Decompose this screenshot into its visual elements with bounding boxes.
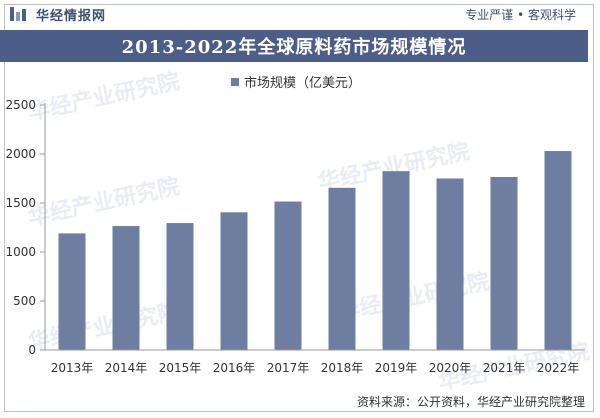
x-tick-label: 2022年 [537, 361, 580, 375]
brand: 华经情报网 [10, 5, 106, 24]
bar-chart-logo-icon [10, 7, 28, 21]
y-tick-label: 2500 [5, 98, 36, 112]
watermark-text: 华经产业研究院 [26, 173, 182, 230]
bar [436, 178, 464, 350]
bar [328, 187, 356, 350]
x-tick-label: 2020年 [429, 361, 472, 375]
bar [544, 151, 572, 350]
bar [382, 171, 410, 350]
y-tick-label: 2000 [5, 147, 36, 161]
bar [490, 177, 518, 350]
x-tick-label: 2017年 [267, 361, 310, 375]
x-tick-label: 2014年 [105, 361, 148, 375]
source-note: 资料来源：公开资料，华经产业研究院整理 [357, 394, 585, 409]
y-tick-label: 1000 [5, 245, 36, 259]
legend-label: 市场规模（亿美元） [244, 75, 361, 91]
legend-swatch-icon [231, 78, 239, 86]
bar [166, 223, 194, 350]
brand-name: 华经情报网 [36, 8, 107, 24]
y-tick-label: 0 [28, 343, 36, 357]
y-tick-label: 500 [13, 294, 36, 308]
y-axis: 0 500 1000 1500 2000 2500 [5, 98, 46, 357]
bar [220, 212, 248, 350]
watermark-text: 华经产业研究院 [26, 68, 182, 125]
watermark-text: 华经产业研究院 [336, 268, 492, 325]
x-axis: 2013年 2014年 2015年 2016年 2017年 2018年 2019年 2020年… [45, 349, 585, 375]
chart-title: 2013-2022年全球原料药市场规模情况 [0, 30, 588, 62]
x-tick-label: 2019年 [375, 361, 418, 375]
watermark-text: 华经产业研究院 [26, 298, 182, 355]
y-tick-label: 1500 [5, 196, 36, 210]
bars [58, 151, 572, 350]
x-tick-label: 2015年 [159, 361, 202, 375]
bar [58, 233, 86, 350]
x-tick-label: 2021年 [483, 361, 526, 375]
bar [274, 201, 302, 350]
top-bar: 华经情报网 专业严谨 • 客观科学 [0, 0, 588, 28]
x-tick-label: 2016年 [213, 361, 256, 375]
x-tick-label: 2018年 [321, 361, 364, 375]
tagline: 专业严谨 • 客观科学 [465, 7, 576, 22]
bar [112, 226, 140, 350]
x-tick-label: 2013年 [51, 361, 94, 375]
